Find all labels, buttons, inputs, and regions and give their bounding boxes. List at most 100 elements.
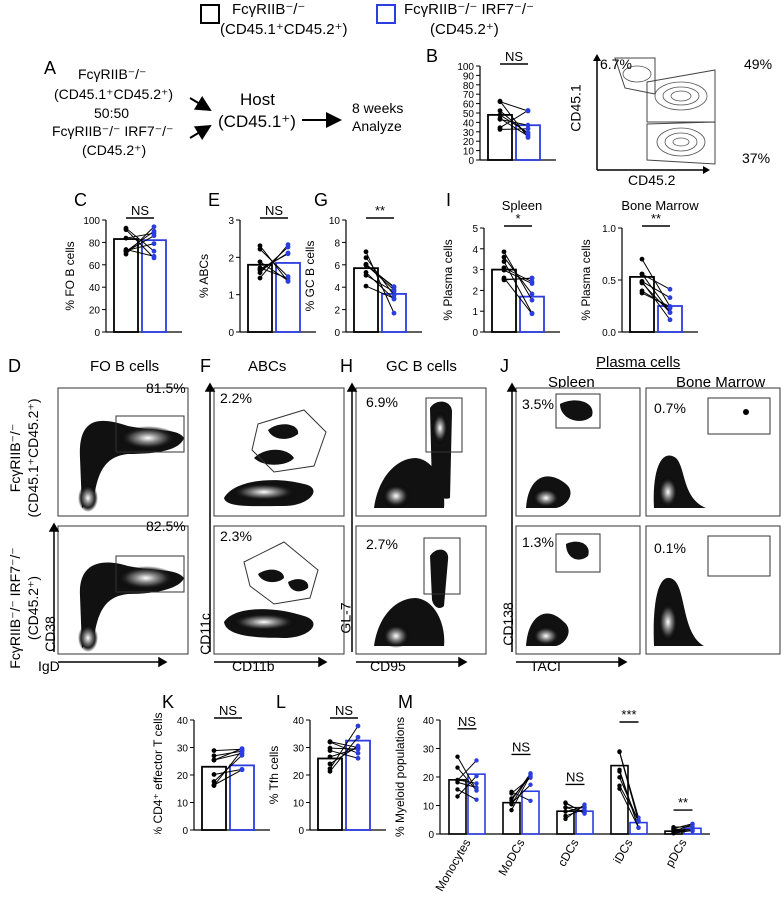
point-ko: [528, 782, 533, 787]
pair-line: [503, 277, 533, 315]
pair-line: [499, 114, 529, 134]
x-category-label: pDCs: [662, 837, 689, 870]
bar-ko: [229, 764, 255, 831]
point-ko: [690, 824, 695, 829]
point-wt: [123, 235, 129, 241]
pair-line: [213, 750, 243, 757]
sig-label: NS: [566, 769, 584, 784]
bar-ko: [275, 262, 301, 333]
y-tick-label: 0: [228, 328, 234, 336]
point-wt: [211, 748, 217, 753]
y-tick-label: 2: [228, 253, 234, 264]
y-tick-label: 0: [472, 328, 478, 336]
point-ko: [667, 304, 673, 310]
y-tick-label: 4: [472, 245, 478, 256]
point-ko: [285, 279, 291, 284]
point-ko: [239, 767, 245, 773]
y-tick-label: 20: [293, 771, 305, 782]
flow-b-yaxis: CD45.1: [567, 84, 584, 132]
pair-line: [457, 788, 477, 801]
flow-j-spleen-bottom: [515, 525, 641, 655]
point-ko: [529, 275, 535, 281]
pair-line: [499, 110, 529, 135]
pair-line: [329, 745, 359, 765]
point-ko: [355, 755, 361, 761]
point-ko: [151, 224, 157, 230]
y-tick-label: 40: [463, 118, 475, 129]
point-wt: [501, 259, 507, 264]
panel-f-letter: F: [200, 356, 211, 376]
y-label-group: % Plasma cells: [441, 239, 455, 320]
point-wt: [327, 739, 333, 745]
sig-label: NS: [458, 714, 476, 729]
point-wt: [617, 769, 622, 774]
point-wt: [363, 249, 369, 255]
pair-line: [673, 823, 693, 830]
y-label-group: % GC B cells: [303, 241, 317, 312]
x-label-group: Monocytes: [432, 837, 473, 894]
pair-line: [673, 826, 693, 828]
pair-line: [503, 267, 533, 283]
sig-label: NS: [219, 706, 237, 718]
point-wt: [497, 98, 503, 104]
pair-line: [641, 273, 671, 290]
panel-h-letter: H: [340, 356, 353, 376]
point-wt: [501, 265, 507, 271]
point-wt: [211, 772, 217, 777]
point-wt: [327, 754, 333, 760]
donor1-line1: FcγRIIB⁻/⁻: [78, 66, 147, 82]
y-label: % Tfh cells: [267, 746, 281, 804]
flow-d-bot-pct: 82.5%: [146, 518, 186, 534]
point-ko: [529, 297, 535, 303]
legend-swatch-wt: [200, 4, 220, 24]
point-ko: [151, 228, 157, 234]
donor1-line2: (CD45.1⁺CD45.2⁺): [54, 86, 174, 102]
point-ko: [355, 723, 361, 729]
pair-line: [329, 736, 359, 772]
legend-swatch-ko: [376, 4, 396, 24]
bar-chart-m: 0 10 20 30 40 % Myeloid populations NS Monocyte…: [393, 707, 710, 894]
pair-line: [213, 769, 243, 786]
flow-j-yaxis: CD138: [499, 602, 516, 646]
y-tick-label: 10: [423, 802, 435, 813]
y-tick-label: 1.0: [602, 224, 616, 235]
point-ko: [391, 296, 397, 302]
bar-chart-c: 0 20 40 60 80 100 NS % FO B cells: [63, 206, 182, 336]
point-wt: [455, 787, 460, 792]
y-tick-label: 0: [94, 328, 100, 336]
pair-line: [499, 128, 529, 130]
point-ko: [529, 291, 535, 297]
pair-line: [365, 272, 395, 300]
sig-label: **: [375, 206, 385, 218]
bar-ko: [519, 295, 545, 333]
x-label-group: iDCs: [610, 837, 635, 867]
sig-label: *: [515, 211, 520, 226]
panel-d-letter: D: [8, 356, 21, 376]
panel-a-scheme: FcγRIIB⁻/⁻ (CD45.1⁺CD45.2⁺) 50:50 FcγRII…: [40, 60, 450, 180]
y-tick-label: 20: [177, 771, 189, 782]
point-ko: [525, 130, 531, 136]
y-tick-label: 1: [228, 291, 234, 302]
point-ko: [636, 817, 641, 823]
flow-d-top: [57, 387, 189, 517]
point-wt: [671, 824, 676, 830]
point-ko: [474, 797, 479, 802]
pair-line: [673, 829, 693, 834]
pair-line: [503, 277, 533, 281]
pair-line: [673, 828, 693, 831]
pair-line: [457, 760, 477, 781]
pair-line: [259, 246, 289, 274]
flow-j-bm-top: [645, 387, 781, 517]
bar-chart-e: 0 1 2 3 NS % ABCs: [197, 206, 316, 336]
point-ko: [667, 295, 673, 301]
y-tick-label: 10: [177, 799, 189, 810]
point-wt: [327, 761, 333, 767]
pair-line: [259, 248, 289, 277]
point-ko: [690, 828, 695, 833]
flow-d-title: FO B cells: [90, 358, 160, 375]
y-label-group: % Myeloid populations: [393, 717, 407, 837]
host-line2: (CD45.1⁺): [218, 112, 296, 131]
x-category-label: iDCs: [610, 837, 635, 867]
y-tick-label: 40: [89, 283, 101, 294]
y-label: % CD4⁺ effector T cells: [151, 712, 165, 834]
